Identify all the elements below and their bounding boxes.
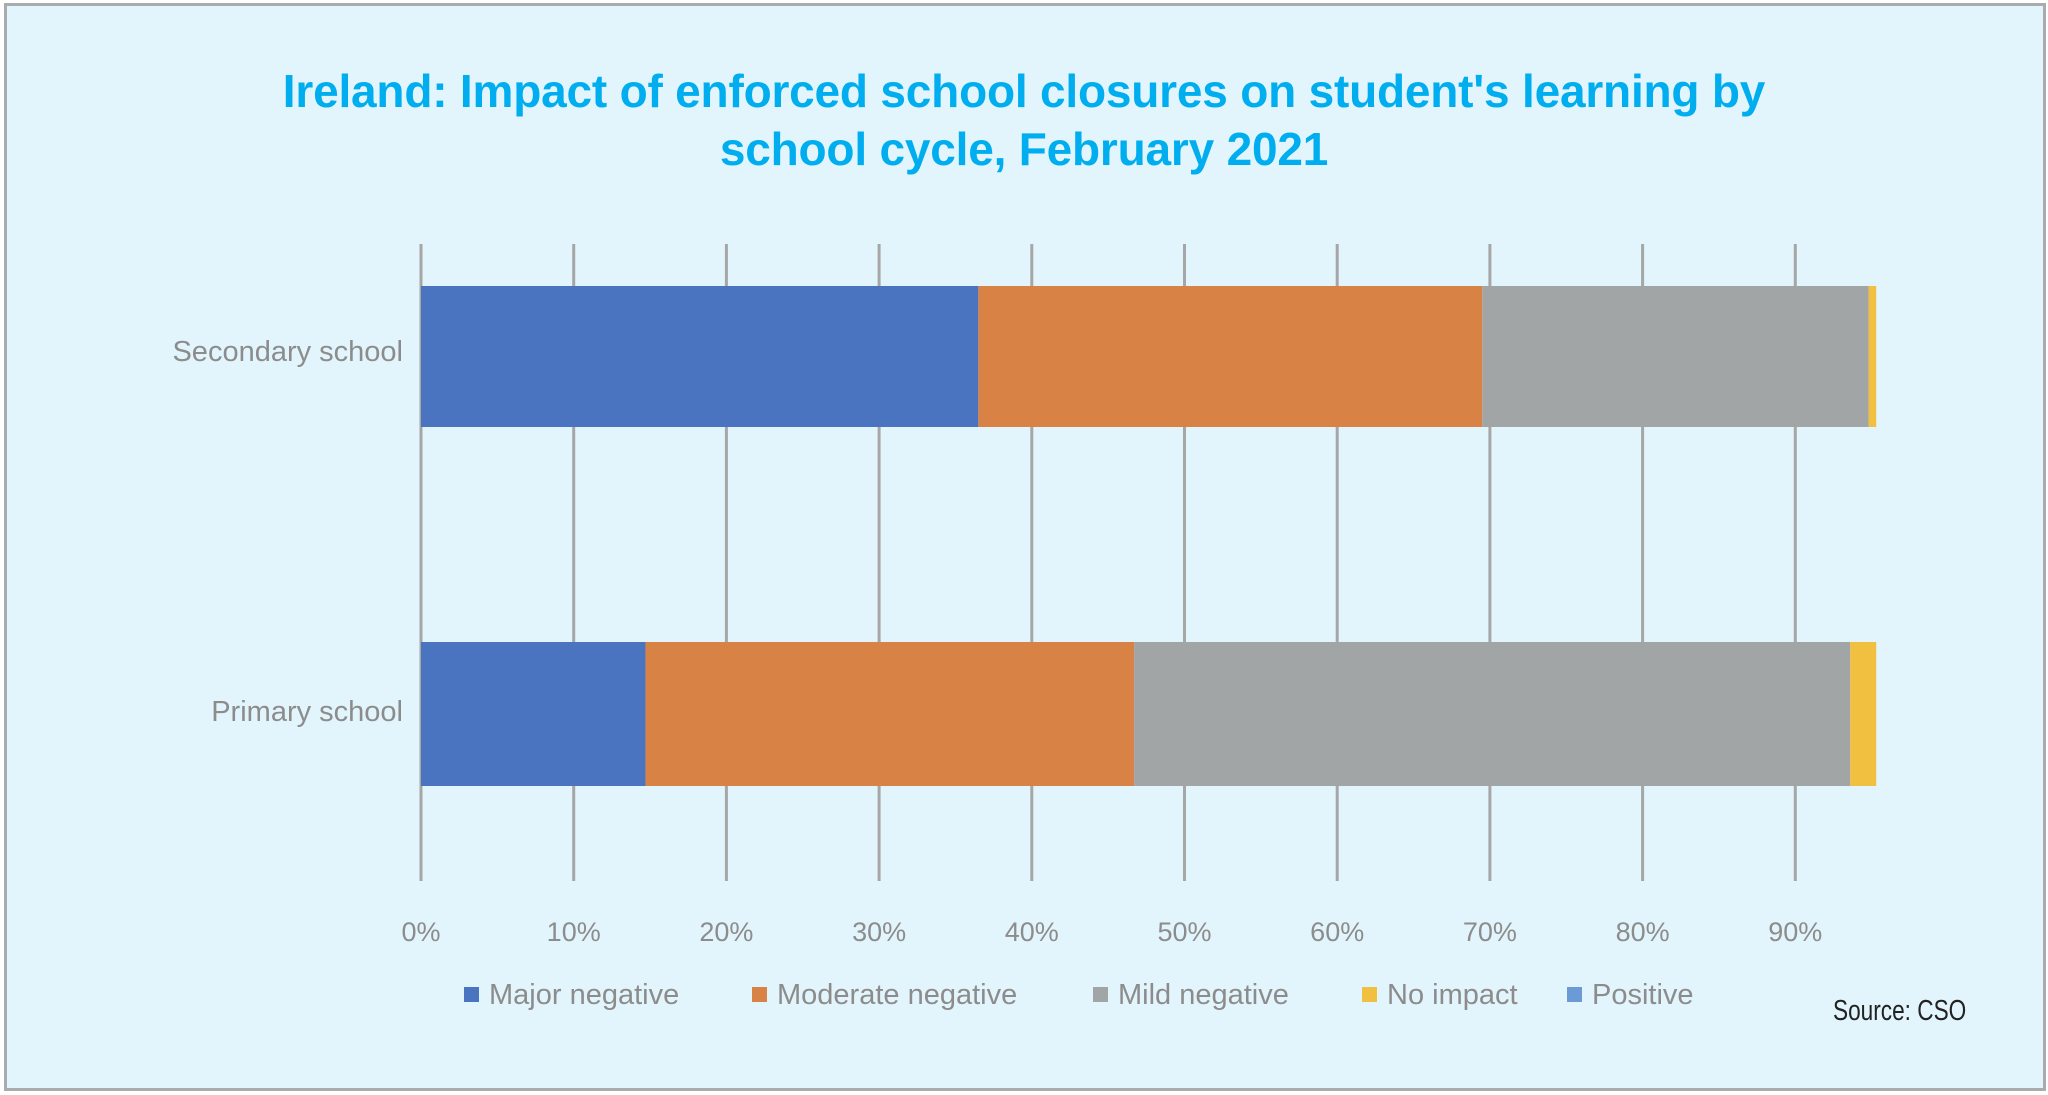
x-axis-tick-labels: 0% 10% 20% 30% 40% 50% 60% 70% 80% 90% [401,917,1822,947]
legend-item: Positive [1567,979,1694,1011]
legend-label: No impact [1387,979,1518,1011]
category-label: Secondary school [172,336,403,368]
legend-item: Moderate negative [752,979,1017,1011]
bar-segment-mild-negative-secondary-school [1482,286,1869,427]
legend-swatch [1093,987,1108,1002]
category-label: Primary school [211,696,403,728]
x-tick-label: 50% [1157,917,1211,947]
legend: Major negative Moderate negative Mild nega… [464,979,1694,1011]
source-note: Source: CSO [1833,995,1967,1027]
bar-segment-moderate-negative-secondary-school [978,286,1483,427]
legend-label: Positive [1592,979,1694,1011]
bar-segment-no-impact-primary-school [1850,642,1877,786]
x-tick-label: 70% [1463,917,1517,947]
x-tick-label: 90% [1768,917,1822,947]
legend-swatch [1362,987,1377,1002]
bar-segment-mild-negative-primary-school [1134,642,1851,786]
x-tick-label: 30% [852,917,906,947]
legend-item: Major negative [464,979,679,1011]
x-tick-label: 40% [1005,917,1059,947]
chart-title-line-2: school cycle, February 2021 [719,123,1329,175]
x-tick-label: 20% [699,917,753,947]
legend-swatch [752,987,767,1002]
bar-segment-major-negative-primary-school [421,642,646,786]
x-tick-label: 60% [1310,917,1364,947]
legend-label: Mild negative [1118,979,1289,1011]
chart-title-line-1: Ireland: Impact of enforced school closu… [282,65,1766,117]
legend-item: No impact [1362,979,1518,1011]
x-tick-label: 0% [401,917,440,947]
bar-segment-moderate-negative-primary-school [645,642,1135,786]
x-tick-label: 80% [1616,917,1670,947]
bar-segment-no-impact-secondary-school [1868,286,1877,427]
category-labels: Secondary school Primary school [172,336,403,728]
bars [421,286,1877,786]
legend-label: Major negative [489,979,679,1011]
bar-segment-major-negative-secondary-school [421,286,979,427]
legend-swatch [464,987,479,1002]
legend-label: Moderate negative [777,979,1017,1011]
legend-swatch [1567,987,1582,1002]
x-tick-label: 10% [547,917,601,947]
legend-item: Mild negative [1093,979,1289,1011]
chart-frame [4,3,2046,1091]
